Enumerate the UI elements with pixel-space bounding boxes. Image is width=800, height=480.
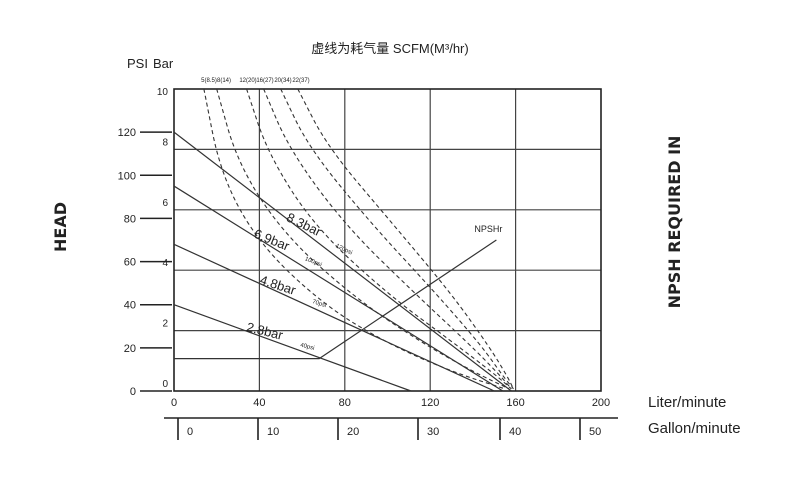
- series-name: 2.8bar: [245, 319, 285, 343]
- air-curve: [263, 89, 512, 390]
- x-primary-unit-label: Liter/minute: [648, 394, 726, 411]
- series-name: 8.3bar: [284, 210, 324, 240]
- series-sub: 70psi: [311, 299, 326, 309]
- x-tick-label: 200: [592, 397, 610, 409]
- x-tick-label: 40: [253, 397, 265, 409]
- air-curve: [216, 89, 510, 390]
- bar-tick-label: 10: [157, 87, 169, 98]
- gallon-tick-label: 0: [187, 426, 193, 438]
- gallon-tick-label: 10: [267, 426, 279, 438]
- npsh-axis-label: NPSH REQUIRED IN: [665, 136, 684, 309]
- x-secondary-unit-label: Gallon/minute: [648, 420, 741, 437]
- psi-tick-label: 80: [124, 213, 136, 225]
- air-curve: [280, 89, 514, 390]
- air-consumption-label: 5(8.5): [201, 78, 217, 84]
- gallon-tick-label: 50: [589, 426, 601, 438]
- npshr-label: NPSHr: [474, 224, 502, 234]
- air-consumption-curves: [203, 89, 514, 390]
- bar-tick-label: 6: [162, 198, 168, 209]
- plot-border: [173, 88, 602, 392]
- gallon-tick-label: 30: [427, 426, 439, 438]
- series-sub: 120psi: [335, 243, 354, 256]
- psi-tick-label: 60: [124, 257, 136, 269]
- x-tick-label: 120: [421, 397, 439, 409]
- series-label: 8.3bar 120psi: [284, 210, 354, 257]
- x-tick-label: 160: [506, 397, 524, 409]
- series-sub: 100psi: [304, 256, 323, 268]
- psi-tick-label: 40: [124, 300, 136, 312]
- psi-tick-label: 20: [124, 343, 136, 355]
- series-name: 6.9bar: [252, 226, 292, 254]
- x-tick-label: 80: [339, 397, 351, 409]
- bar-tick-label: 8: [162, 137, 168, 148]
- air-curve: [246, 89, 512, 390]
- air-consumption-label: 8(14): [217, 78, 231, 84]
- series-line: [173, 243, 495, 392]
- plot-frame: [173, 88, 602, 392]
- gallon-tick-label: 40: [509, 426, 521, 438]
- psi-tick-label: 0: [130, 386, 136, 398]
- psi-tick-label: 120: [118, 127, 136, 139]
- series-label: 2.8bar 40psi: [245, 319, 315, 352]
- air-consumption-label: 22(37): [292, 78, 309, 84]
- bar-tick-label: 4: [162, 258, 168, 269]
- x-tick-label: 0: [171, 397, 177, 409]
- psi-tick-label: 100: [118, 170, 136, 182]
- bar-unit-label: Bar: [153, 56, 174, 71]
- series-line: [173, 131, 512, 392]
- air-consumption-label: 12(20): [239, 78, 256, 84]
- gallon-tick-label: 20: [347, 426, 359, 438]
- head-axis-label: HEAD: [51, 202, 70, 252]
- bar-tick-label: 2: [162, 319, 168, 330]
- series-line: [173, 185, 504, 392]
- series-line: [173, 304, 412, 392]
- air-curve: [297, 89, 514, 390]
- air-consumption-label: 16(27): [256, 78, 273, 84]
- series-sub: 40psi: [300, 343, 315, 352]
- grid: [174, 89, 601, 391]
- bar-tick-label: 0: [162, 379, 168, 390]
- air-consumption-label: 20(34): [274, 78, 291, 84]
- psi-unit-label: PSI: [127, 56, 148, 71]
- series-line: [174, 239, 497, 360]
- air-curve: [203, 89, 506, 390]
- chart-title: 虚线为耗气量 SCFM(M³/hr): [311, 41, 468, 56]
